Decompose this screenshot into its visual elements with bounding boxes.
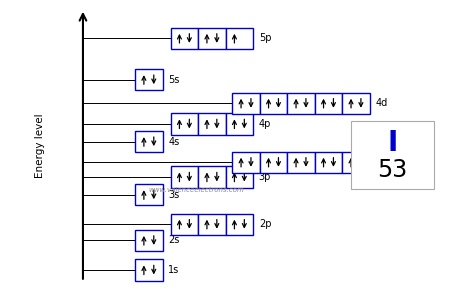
Bar xyxy=(171,28,198,49)
Bar xyxy=(342,152,370,173)
Bar xyxy=(171,113,198,135)
Bar xyxy=(171,166,198,188)
Bar xyxy=(135,184,163,205)
Bar xyxy=(226,113,253,135)
Text: I: I xyxy=(387,129,397,157)
Text: 5s: 5s xyxy=(168,75,180,85)
Bar xyxy=(342,93,370,114)
Bar xyxy=(198,214,226,235)
Text: 3s: 3s xyxy=(168,190,180,200)
Text: 2p: 2p xyxy=(259,219,271,229)
Bar xyxy=(198,28,226,49)
Text: 2s: 2s xyxy=(168,235,180,245)
Bar xyxy=(226,166,253,188)
Bar xyxy=(171,214,198,235)
Text: 4d: 4d xyxy=(375,98,388,108)
Text: 1s: 1s xyxy=(168,265,180,275)
Bar xyxy=(226,28,253,49)
Bar xyxy=(198,166,226,188)
Bar xyxy=(315,93,342,114)
Bar xyxy=(226,214,253,235)
Text: 53: 53 xyxy=(377,158,407,183)
Bar xyxy=(135,131,163,152)
Bar xyxy=(260,152,287,173)
Bar xyxy=(351,121,434,189)
Text: Energy level: Energy level xyxy=(35,113,46,178)
Text: www.valenceelectrons.com: www.valenceelectrons.com xyxy=(149,187,245,193)
Bar xyxy=(287,152,315,173)
Bar xyxy=(198,113,226,135)
Bar xyxy=(135,69,163,90)
Text: 4p: 4p xyxy=(259,119,271,129)
Bar xyxy=(287,93,315,114)
Bar xyxy=(232,152,260,173)
Bar xyxy=(135,259,163,281)
Text: 4s: 4s xyxy=(168,137,180,147)
Bar xyxy=(232,93,260,114)
Text: 3p: 3p xyxy=(259,172,271,182)
Text: 5p: 5p xyxy=(259,33,271,43)
Bar xyxy=(260,93,287,114)
Bar xyxy=(315,152,342,173)
Bar xyxy=(135,230,163,251)
Text: 3d: 3d xyxy=(375,157,388,167)
